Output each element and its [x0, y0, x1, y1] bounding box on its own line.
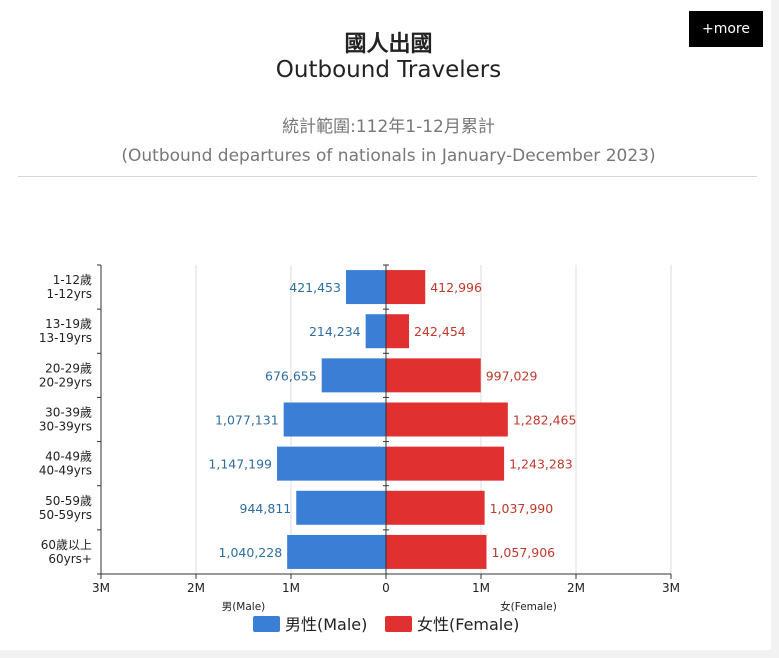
category-label-en: 50-59yrs: [39, 508, 92, 522]
x-tick-label: 0: [382, 581, 390, 595]
category-label-en: 20-29yrs: [39, 375, 92, 389]
legend-swatch-female: [385, 616, 412, 632]
female-value-label: 1,282,465: [513, 413, 577, 428]
female-bar: [386, 446, 505, 481]
male-bar: [365, 314, 386, 349]
female-bar: [386, 534, 487, 569]
category-label-en: 13-19yrs: [39, 331, 92, 345]
chart-subtitle-en: (Outbound departures of nationals in Jan…: [121, 146, 656, 166]
category-label-en: 40-49yrs: [39, 464, 92, 478]
x-tick-label: 3M: [662, 581, 680, 595]
legend-label-female: 女性(Female): [417, 615, 519, 634]
chart-subtitle-zh: 統計範圍:112年1-12月累計: [282, 117, 495, 137]
male-bar: [283, 402, 386, 437]
x-tick-label: 1M: [472, 581, 490, 595]
category-label-zh: 50-59歲: [45, 494, 92, 508]
category-label-zh: 30-39歲: [45, 406, 92, 420]
x-axis-label-female: 女(Female): [500, 600, 557, 613]
category-label-zh: 40-49歲: [45, 450, 92, 464]
female-bar: [386, 314, 410, 349]
more-button[interactable]: +more: [689, 11, 763, 47]
category-label-en: 60yrs+: [48, 552, 92, 566]
chart-title-zh: 國人出國: [344, 32, 433, 57]
male-bar: [345, 270, 386, 305]
category-label-zh: 20-29歲: [45, 361, 92, 375]
category-label-en: 30-39yrs: [39, 420, 92, 434]
category-label-zh: 13-19歲: [45, 317, 92, 331]
male-value-label: 676,655: [265, 368, 317, 383]
male-value-label: 1,147,199: [208, 457, 272, 472]
category-label-zh: 60歲以上: [41, 538, 92, 552]
female-value-label: 242,454: [414, 324, 466, 339]
x-tick-label: 3M: [92, 581, 110, 595]
male-value-label: 1,077,131: [215, 413, 279, 428]
category-label-zh: 1-12歲: [53, 273, 92, 287]
x-tick-label: 1M: [282, 581, 300, 595]
female-value-label: 1,243,283: [509, 457, 573, 472]
legend-label-male: 男性(Male): [285, 615, 367, 634]
female-bar: [386, 358, 481, 393]
chart-title-en: Outbound Travelers: [275, 57, 502, 83]
x-tick-label: 2M: [187, 581, 205, 595]
male-bar: [287, 534, 386, 569]
female-bar: [386, 490, 485, 525]
header-divider: [18, 176, 757, 177]
male-value-label: 421,453: [289, 280, 341, 295]
male-value-label: 214,234: [309, 324, 361, 339]
x-tick-label: 2M: [567, 581, 585, 595]
x-axis-label-male: 男(Male): [222, 601, 266, 613]
male-bar: [296, 490, 386, 525]
female-value-label: 1,057,906: [492, 545, 556, 560]
female-bar: [386, 270, 426, 305]
legend-swatch-male: [253, 616, 280, 632]
male-bar: [321, 358, 386, 393]
male-value-label: 1,040,228: [219, 545, 283, 560]
male-bar: [277, 446, 386, 481]
female-value-label: 1,037,990: [490, 501, 554, 516]
female-bar: [386, 402, 508, 437]
male-value-label: 944,811: [240, 501, 292, 516]
female-value-label: 997,029: [486, 368, 538, 383]
category-label-en: 1-12yrs: [46, 287, 92, 301]
female-value-label: 412,996: [430, 280, 482, 295]
